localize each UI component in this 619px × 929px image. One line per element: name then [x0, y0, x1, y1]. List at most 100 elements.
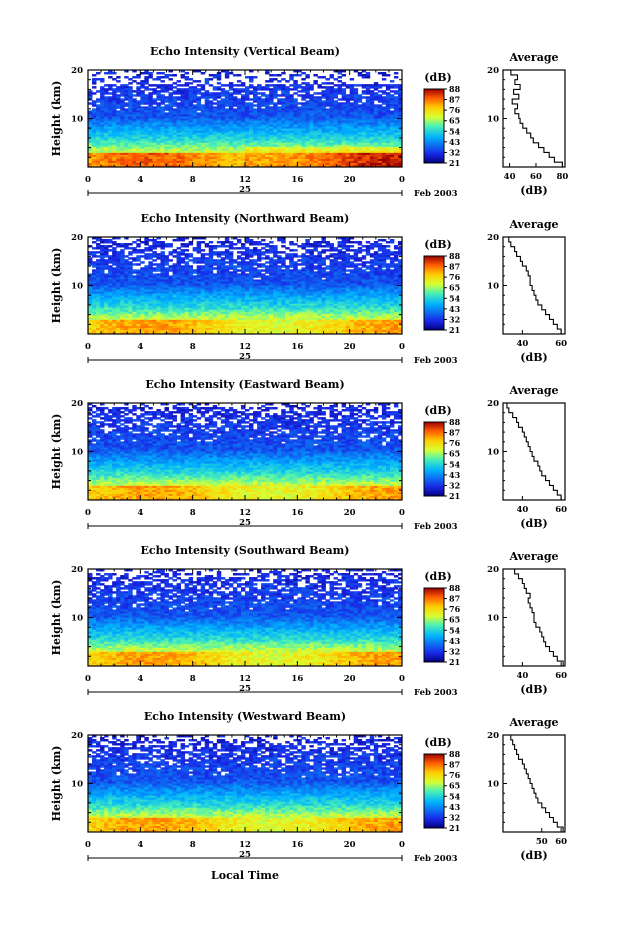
heatmap-cell [381, 100, 387, 103]
heatmap-cell [232, 88, 238, 91]
heatmap-cell [293, 116, 298, 119]
heatmap-cell [140, 100, 145, 103]
heatmap-cell [152, 98, 157, 101]
heatmap-cell [249, 102, 254, 105]
heatmap-cell [285, 90, 290, 93]
heatmap-cell [140, 114, 145, 117]
heatmap-cell [112, 110, 117, 113]
heatmap-cell [200, 116, 206, 119]
heatmap-cell [168, 78, 173, 81]
x-tick-label: 20 [344, 175, 356, 185]
heatmap-cell [96, 100, 101, 103]
heatmap-cell [228, 98, 234, 101]
heatmap-cell [116, 245, 121, 248]
heatmap-cell [317, 120, 322, 123]
heatmap-cell [152, 102, 157, 105]
heatmap-cell [176, 80, 181, 83]
panel-0: Echo Intensity (Vertical Beam)2010Height… [50, 45, 568, 199]
heatmap-cell [92, 247, 97, 250]
heatmap-cell [337, 76, 343, 79]
heatmap-cell [132, 259, 137, 262]
heatmap-cell [216, 122, 222, 125]
heatmap-cell [377, 72, 383, 75]
heatmap-cell [245, 98, 250, 101]
heatmap-cell [160, 120, 165, 123]
heatmap-cell [136, 94, 141, 97]
heatmap-cell [329, 102, 334, 105]
heatmap-cell [377, 116, 383, 119]
heatmap-cell [92, 118, 97, 121]
heatmap-cell [313, 118, 318, 121]
heatmap-cell [228, 120, 234, 123]
heatmap-cell [269, 80, 274, 83]
heatmap-cell [361, 114, 367, 117]
heatmap-cell [333, 102, 338, 105]
heatmap-cell [357, 112, 363, 115]
heatmap-cell [136, 245, 141, 248]
heatmap-cell [208, 241, 214, 244]
heatmap-cell [156, 94, 161, 97]
heatmap-cell [188, 122, 194, 125]
heatmap-cell [393, 120, 399, 123]
heatmap-cell [317, 114, 322, 117]
heatmap-cell [265, 104, 270, 107]
heatmap-cell [317, 96, 322, 99]
heatmap-cell [313, 110, 318, 113]
heatmap-cell [313, 114, 318, 117]
heatmap-cell [176, 116, 181, 119]
heatmap-cell [200, 108, 206, 111]
heatmap-cell [164, 76, 169, 79]
heatmap-cell [325, 108, 330, 111]
heatmap-cell [257, 100, 262, 103]
heatmap-cell [325, 98, 330, 101]
heatmap-cell [196, 88, 202, 91]
heatmap-cell [397, 84, 403, 87]
heatmap-cell [124, 114, 129, 117]
heatmap-cell [116, 94, 121, 97]
heatmap-cell [385, 120, 391, 123]
heatmap-cell [108, 88, 113, 91]
heatmap-cell [192, 249, 198, 252]
heatmap-cell [301, 82, 306, 85]
heatmap-cell [313, 92, 318, 95]
heatmap-cell [196, 116, 202, 119]
heatmap-cell [361, 249, 367, 252]
heatmap-cell [309, 102, 314, 105]
heatmap-cell [329, 116, 334, 119]
heatmap-cell [317, 116, 322, 119]
heatmap-cell [132, 98, 137, 101]
heatmap-cell [144, 112, 149, 115]
heatmap-cell [152, 84, 157, 87]
heatmap-cell [265, 110, 270, 113]
heatmap-cell [92, 122, 97, 125]
heatmap-cell [104, 100, 109, 103]
heatmap-cell [120, 98, 125, 101]
heatmap-cell [261, 120, 266, 123]
x-tick-label: 4 [137, 175, 143, 185]
heatmap-cell [273, 96, 278, 99]
heatmap-cell [385, 241, 391, 244]
heatmap-cell [104, 241, 109, 244]
heatmap-cell [345, 114, 351, 117]
heatmap-cell [140, 98, 145, 101]
heatmap-cell [108, 102, 113, 105]
heatmap-cell [389, 112, 395, 115]
heatmap-cell [160, 72, 165, 75]
heatmap-cell [245, 269, 250, 272]
heatmap-cell [337, 84, 343, 87]
heatmap-cell [124, 98, 129, 101]
heatmap-cell [120, 110, 125, 113]
heatmap-cell [180, 90, 186, 93]
heatmap-cell [289, 88, 294, 91]
heatmap-cell [236, 251, 242, 254]
heatmap-cell [245, 102, 250, 105]
heatmap-cell [273, 74, 278, 77]
heatmap-cell [152, 122, 157, 125]
heatmap-cell [176, 114, 181, 117]
heatmap-cell [216, 102, 222, 105]
heatmap-cell [216, 116, 222, 119]
heatmap-cell [365, 96, 371, 99]
heatmap-cell [140, 261, 145, 264]
heatmap-cell [269, 88, 274, 91]
heatmap-cell [349, 116, 355, 119]
